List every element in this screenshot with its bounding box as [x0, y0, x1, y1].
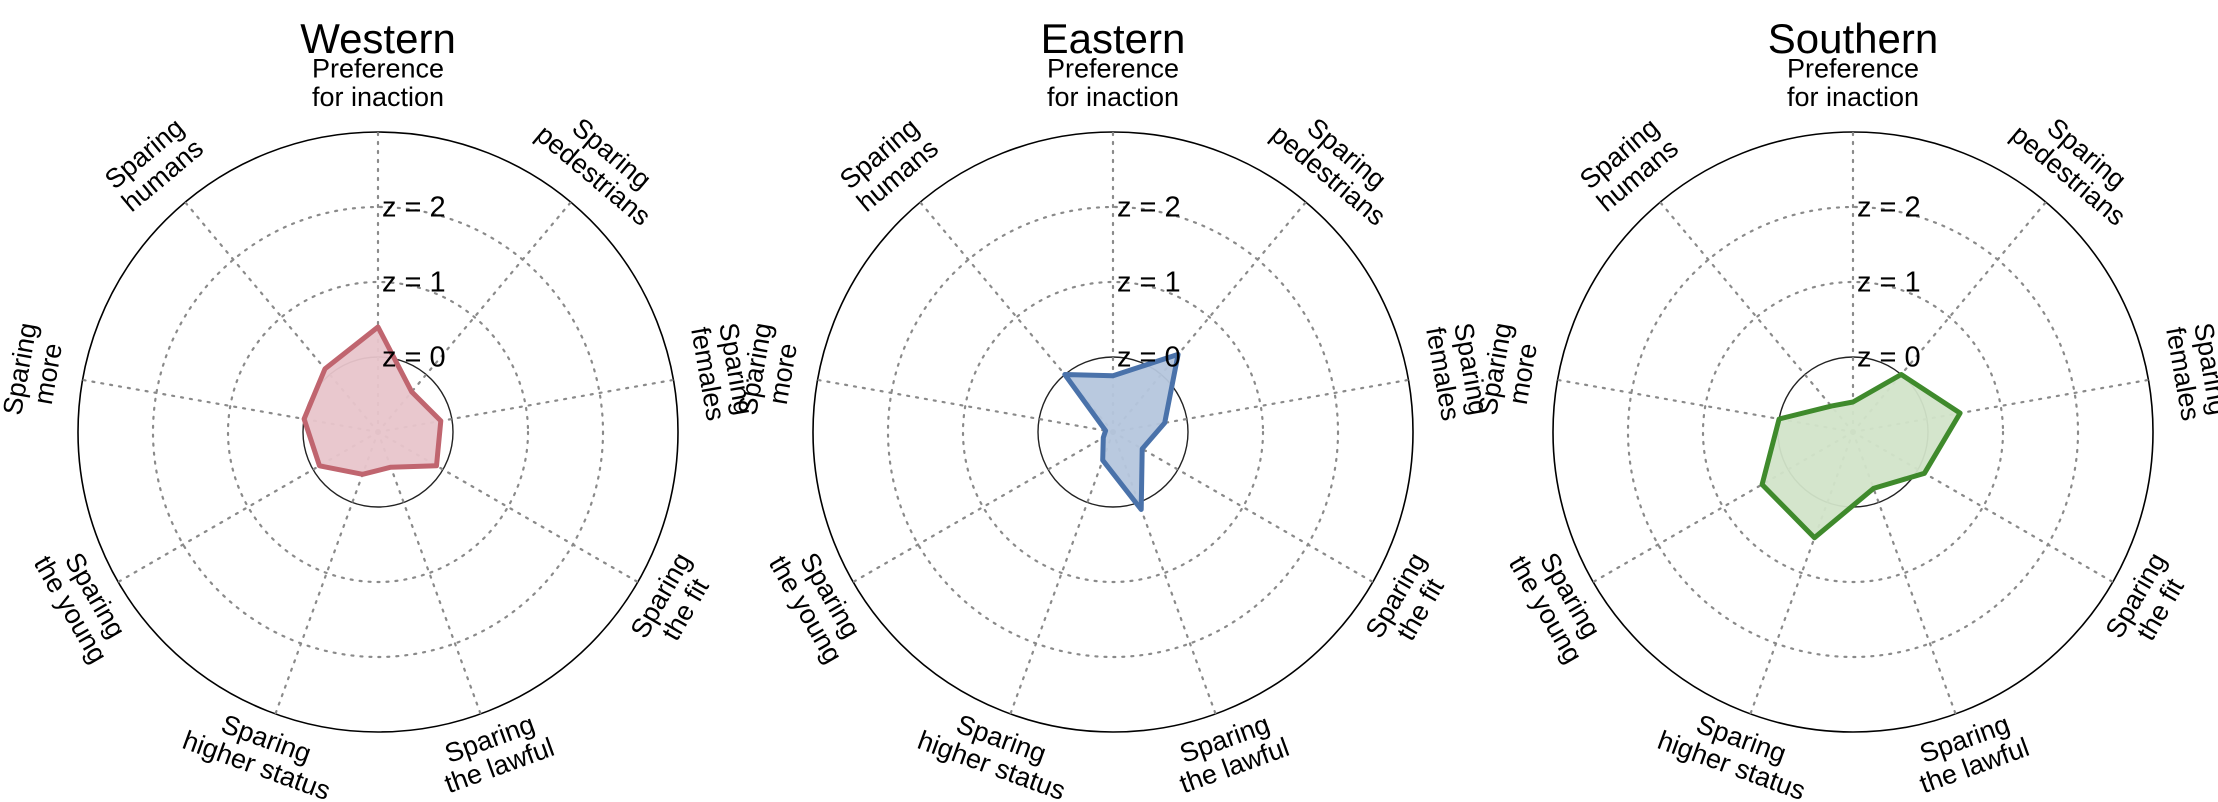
grid-ring: [961, 280, 1265, 584]
axis-label-sparing-the-young: Sparingthe young: [1503, 536, 1613, 668]
grid-ring: [1701, 280, 2005, 584]
series-polygon: [301, 324, 444, 477]
ring-label: z = 2: [382, 192, 446, 224]
axis-label-text: Sparinghigher status: [1654, 698, 1819, 802]
axis-label-text: Sparingthe young: [1503, 536, 1613, 668]
axis-label-sparing-the-young: Sparingthe young: [28, 536, 138, 668]
axis-label-text: Sparingfemales: [2160, 320, 2218, 423]
axis-label-text: Sparinghumans: [98, 111, 209, 217]
ring-label: z = 1: [1857, 267, 1921, 299]
axis-label-text: Sparingpedestrians: [530, 97, 674, 231]
axis-label-text: Sparinghumans: [1573, 111, 1684, 217]
axis-label-sparing-pedestrians: Sparingpedestrians: [1265, 97, 1409, 231]
axis-label-text: Sparingthe young: [28, 536, 138, 668]
axis-label-sparing-more: Sparingmore: [1472, 320, 1546, 422]
axis-label-sparing-humans: Sparinghumans: [98, 111, 209, 217]
axis-label-text: Sparingpedestrians: [2005, 97, 2149, 231]
axis-label-text: Sparingthe fit: [2100, 547, 2197, 657]
axis-label-text: Sparingthe young: [763, 536, 873, 668]
axis-label-sparing-the-fit: Sparingthe fit: [625, 547, 722, 657]
radar-panel-western: Western z = 0 z = 1 z = 2 Preference for inac…: [0, 15, 759, 802]
ring-label: z = 0: [382, 342, 446, 374]
series-polygon: [1062, 351, 1181, 512]
grid-ring: [1626, 205, 2080, 659]
spoke: [1659, 201, 1855, 434]
spoke: [376, 430, 482, 716]
axis-label-sparing-humans: Sparinghumans: [1573, 111, 1684, 217]
axis-label-sparing-the-lawful: Sparingthe lawful: [431, 705, 558, 799]
axis-label-sparing-more: Sparingmore: [0, 320, 71, 422]
axis-label-sparing-females: Sparingfemales: [2160, 320, 2218, 423]
axis-label-preference-for-inaction: Preference for inaction: [1047, 54, 1179, 112]
axis-label-sparing-pedestrians: Sparingpedestrians: [530, 97, 674, 231]
axis-label-text: Sparingmore: [1472, 320, 1546, 422]
axis-label-text: Sparingthe fit: [625, 547, 722, 657]
axis-label-text: Sparinghumans: [833, 111, 944, 217]
grid-ring: [151, 205, 605, 659]
axis-label-text: Sparingthe lawful: [1166, 705, 1293, 799]
ring-label: z = 2: [1117, 192, 1181, 224]
axis-label-sparing-pedestrians: Sparingpedestrians: [2005, 97, 2149, 231]
ring-label: z = 0: [1857, 342, 1921, 374]
axis-label-text: Sparingthe fit: [1360, 547, 1457, 657]
axis-label-sparing-the-fit: Sparingthe fit: [1360, 547, 1457, 657]
ring-label: z = 0: [1117, 342, 1181, 374]
axis-label-sparing-the-young: Sparingthe young: [763, 536, 873, 668]
chart-title: Western: [300, 15, 456, 62]
axis-label-text: Sparinghigher status: [179, 698, 344, 802]
axis-label-text: Sparingpedestrians: [1265, 97, 1409, 231]
axis-label-preference-for-inaction: Preference for inaction: [312, 54, 444, 112]
grid-ring: [886, 205, 1340, 659]
axis-label-sparing-higher-status: Sparinghigher status: [179, 698, 344, 802]
ring-label: z = 1: [1117, 267, 1181, 299]
axis-label-text: Preference for inaction: [1787, 54, 1919, 112]
ring-label: z = 2: [1857, 192, 1921, 224]
spoke: [1111, 430, 1374, 584]
axis-label-sparing-the-lawful: Sparingthe lawful: [1166, 705, 1293, 799]
grid-ring: [226, 280, 530, 584]
spoke: [852, 430, 1115, 584]
axis-label-text: Preference for inaction: [1047, 54, 1179, 112]
axis-label-text: Sparinghigher status: [914, 698, 1079, 802]
series-polygon: [1759, 372, 1963, 541]
axis-label-sparing-humans: Sparinghumans: [833, 111, 944, 217]
chart-title: Southern: [1768, 15, 1938, 62]
axis-label-text: Sparingmore: [0, 320, 71, 422]
axis-label-text: Sparingthe lawful: [431, 705, 558, 799]
ring-label: z = 1: [382, 267, 446, 299]
axis-label-sparing-the-lawful: Sparingthe lawful: [1906, 705, 2033, 799]
axis-label-sparing-higher-status: Sparinghigher status: [914, 698, 1079, 802]
radar-panel-southern: Southern z = 0 z = 1 z = 2 Preference for ina…: [1472, 15, 2218, 802]
axis-label-preference-for-inaction: Preference for inaction: [1787, 54, 1919, 112]
radar-panel-eastern: Eastern z = 0 z = 1 z = 2 Preference for inac…: [732, 15, 1494, 802]
axis-label-sparing-higher-status: Sparinghigher status: [1654, 698, 1819, 802]
axis-label-text: Preference for inaction: [312, 54, 444, 112]
chart-title: Eastern: [1041, 15, 1186, 62]
axis-label-text: Sparingthe lawful: [1906, 705, 2033, 799]
axis-label-sparing-the-fit: Sparingthe fit: [2100, 547, 2197, 657]
